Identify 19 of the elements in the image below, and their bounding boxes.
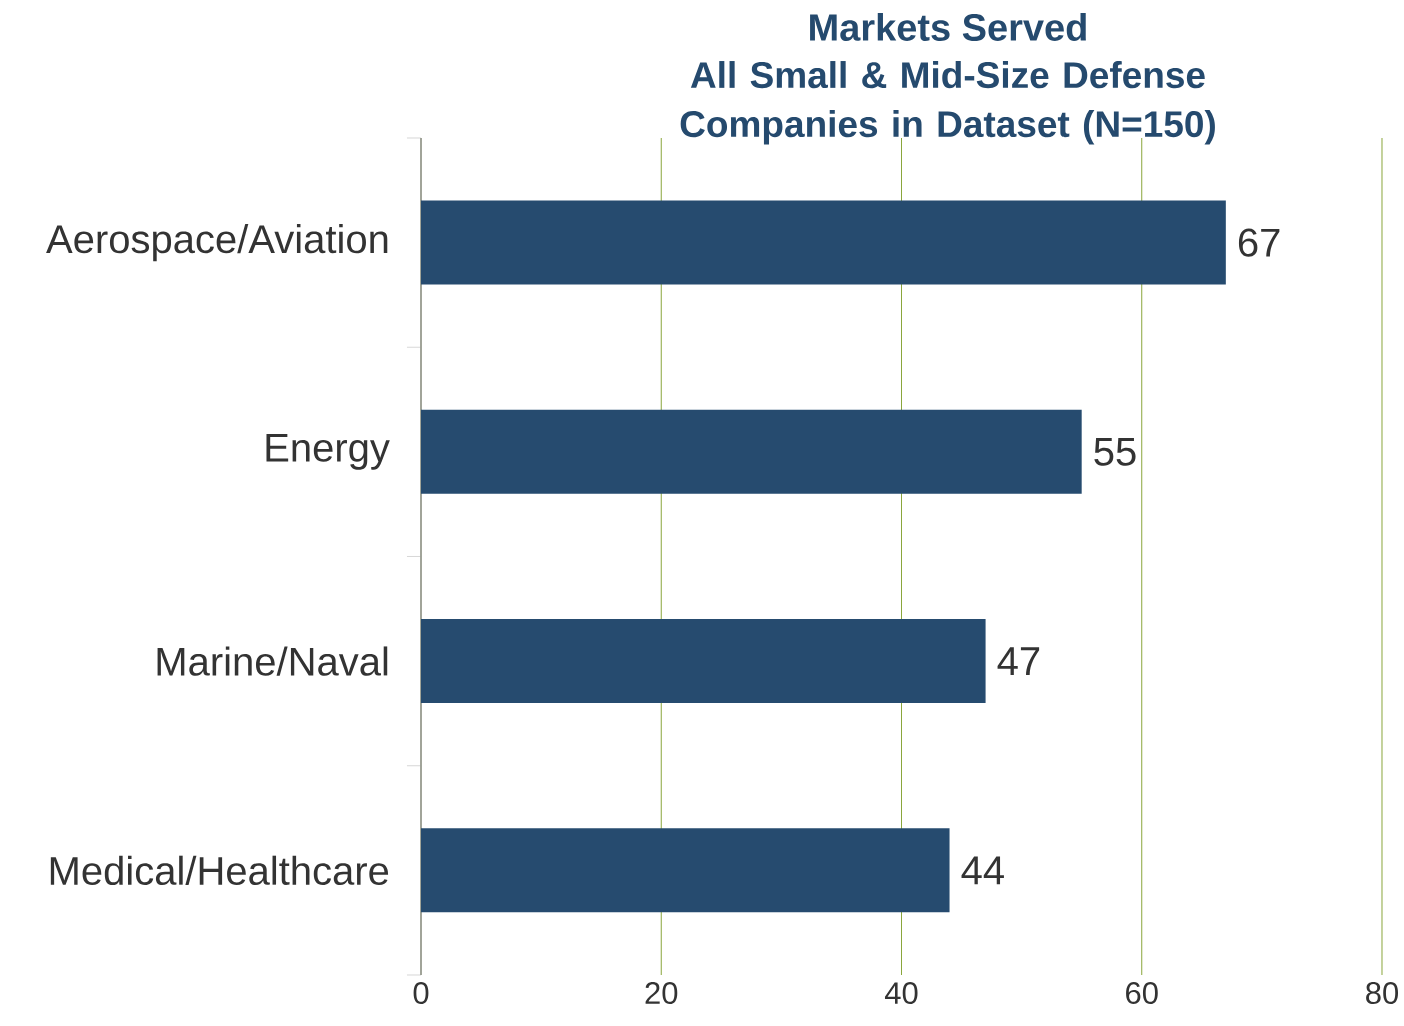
- data-label: 47: [997, 647, 1040, 675]
- data-label: 55: [1094, 437, 1136, 466]
- chart-title: Markets Served: [810, 13, 1086, 41]
- x-tick-label: 0: [413, 982, 429, 1005]
- x-tick-label: 40: [884, 982, 918, 1005]
- data-label: 44: [961, 856, 1004, 885]
- bar: [421, 409, 1082, 494]
- y-tick-label: Aerospace/Aviation: [46, 223, 388, 262]
- x-tick-label: 60: [1126, 982, 1158, 1005]
- chart-subtitle: All Small & Mid-Size Defense Companies in Dataset (N=150): [680, 61, 1215, 145]
- x-tick-label: 20: [645, 982, 678, 1005]
- x-tick-label: 80: [1366, 982, 1399, 1005]
- y-tick-label: Marine/Naval: [157, 646, 388, 676]
- y-tick-label: Energy: [266, 433, 390, 470]
- bar: [421, 200, 1226, 285]
- bar: [421, 619, 986, 704]
- data-label: 67: [1238, 228, 1280, 257]
- y-tick-label: Medical/Healthcare: [50, 855, 389, 886]
- bar: [421, 828, 950, 913]
